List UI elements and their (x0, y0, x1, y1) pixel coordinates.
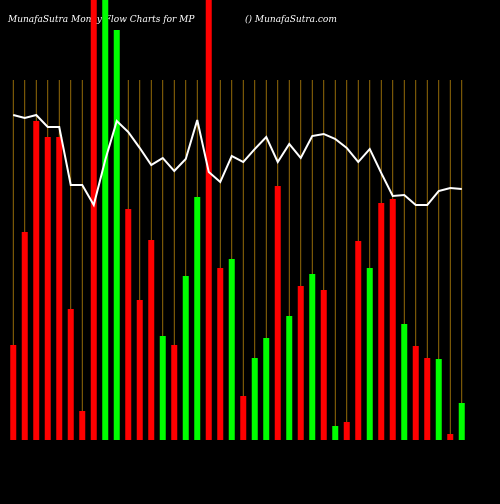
bar (286, 316, 293, 440)
bar (401, 324, 408, 440)
bar (424, 358, 431, 440)
bar (309, 274, 316, 440)
bar (355, 241, 362, 440)
bar (56, 137, 63, 440)
bar (412, 346, 419, 440)
bar (10, 345, 17, 440)
bar (263, 338, 270, 440)
bar (389, 199, 396, 440)
bar (194, 197, 201, 440)
bar (113, 30, 120, 440)
bar (79, 411, 86, 440)
chart-subtitle: () MunafaSutra.com (245, 14, 337, 25)
bar (67, 309, 74, 440)
bar (136, 300, 143, 440)
bar (435, 359, 442, 440)
bar (332, 426, 339, 440)
bar (251, 358, 258, 440)
bar (320, 290, 327, 440)
bar (274, 186, 281, 440)
bar (171, 345, 178, 440)
bar (228, 259, 235, 440)
bar (458, 403, 465, 440)
bar (125, 209, 132, 440)
bar (217, 268, 224, 440)
bar (21, 232, 28, 440)
bar (102, 0, 109, 440)
bar (297, 286, 304, 440)
bar (343, 422, 350, 440)
chart-title: MunafaSutra Money Flow Charts for MP (7, 15, 195, 25)
bar (159, 336, 166, 440)
bar (205, 0, 212, 440)
bar (33, 121, 40, 440)
bar (44, 137, 51, 440)
line (12, 113, 462, 208)
bar (378, 203, 385, 440)
bar (182, 276, 189, 440)
bar (148, 240, 155, 440)
bar (90, 0, 97, 440)
bar (240, 396, 247, 440)
bar (447, 434, 454, 440)
bar (366, 268, 373, 440)
